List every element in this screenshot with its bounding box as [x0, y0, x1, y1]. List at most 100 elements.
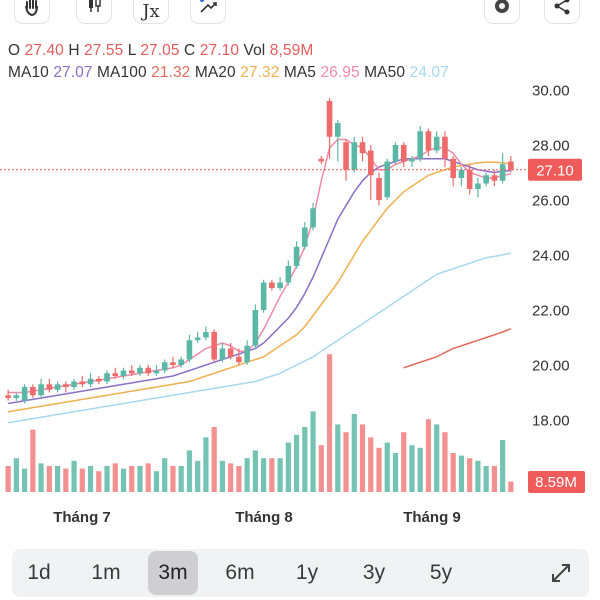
settings-icon-button[interactable]: [484, 0, 520, 24]
candle-body: [244, 345, 250, 363]
volume-bar: [145, 463, 151, 492]
candle-body: [112, 373, 119, 376]
period-1d-button[interactable]: 1d: [27, 561, 51, 584]
ma50-line: [7, 252, 512, 424]
y-tick-label: 26.00: [532, 193, 570, 210]
candle-body: [433, 136, 440, 151]
low-value: 27.05: [140, 42, 180, 59]
candle-body: [302, 227, 308, 247]
candle-body: [334, 123, 341, 137]
candle-body: [269, 282, 275, 288]
volume-bar: [244, 458, 250, 492]
volume-bar: [376, 447, 382, 492]
candle-body: [326, 101, 333, 137]
period-3y-button[interactable]: 3y: [362, 561, 386, 584]
candle-body: [219, 348, 226, 360]
volume-bar: [368, 437, 374, 492]
volume-bar: [285, 442, 291, 492]
close-label: C: [184, 42, 196, 59]
low-label: L: [127, 42, 136, 59]
volume-bar: [343, 432, 349, 492]
candle-body: [13, 395, 20, 398]
candle-body: [392, 145, 399, 162]
volume-bar: [54, 466, 61, 492]
function-icon-button[interactable]: Jx: [133, 0, 169, 24]
hand-icon-button[interactable]: [14, 0, 50, 24]
candle-body: [475, 183, 481, 189]
period-6m-button[interactable]: 6m: [225, 561, 255, 584]
ma20-label: MA20: [194, 64, 236, 81]
share-icon-button[interactable]: [544, 0, 580, 24]
ma100-line: [403, 328, 512, 369]
open-label: O: [8, 42, 21, 59]
volume-bar: [162, 458, 168, 492]
candlestick-icon-button[interactable]: [76, 0, 112, 24]
candle-body: [442, 136, 448, 159]
volume-bar: [302, 427, 308, 492]
last-price-label: 27.10: [536, 162, 574, 179]
ma100-value: 21.32: [151, 64, 191, 81]
period-selector: 1d 1m 3m 6m 1y 3y 5y: [12, 549, 589, 597]
candle-body: [367, 150, 374, 176]
period-3m-button[interactable]: 3m: [148, 551, 198, 595]
candle-body: [54, 384, 61, 390]
candle-body: [137, 367, 143, 374]
period-5y-button[interactable]: 5y: [429, 561, 453, 584]
volume-bar: [104, 466, 110, 492]
volume-bar: [384, 442, 390, 492]
ma20-line: [7, 161, 511, 413]
volume-bar: [203, 437, 209, 492]
volume-tag-label: 8.59M: [535, 474, 577, 491]
candle-body: [343, 142, 349, 170]
volume-bar: [409, 445, 415, 492]
volume-bar: [170, 466, 176, 492]
volume-bar: [219, 460, 226, 492]
candle-body: [409, 158, 415, 162]
candle-body: [384, 161, 391, 198]
chart-toolbar: Jx: [0, 0, 600, 32]
volume-bar: [5, 466, 11, 492]
ma-legend: MA10 27.07 MA100 21.32 MA20 27.32 MA5 26…: [8, 64, 449, 82]
ohlc-legend: O 27.40 H 27.55 L 27.05 C 27.10 Vol 8,59…: [8, 42, 313, 60]
candlestick-chart[interactable]: 27.10 30.00 28.00 26.00 24.00 22.00 20.00 18.00…: [0, 0, 600, 540]
candle-body: [46, 384, 53, 390]
volume-bar: [500, 440, 506, 492]
candle-body: [318, 158, 325, 162]
candle-body: [21, 387, 28, 401]
candle-body: [63, 384, 69, 387]
volume-bar: [236, 466, 242, 492]
volume-bar: [112, 463, 118, 492]
volume-bar: [211, 427, 217, 492]
volume-bar: [442, 432, 448, 492]
candle-body: [351, 142, 358, 170]
candle-body: [79, 381, 86, 385]
volume-bar: [137, 466, 143, 492]
volume-bar: [30, 429, 36, 492]
volume-bar: [87, 466, 94, 492]
x-axis-label: Tháng 9: [403, 509, 461, 526]
volume-bar: [326, 354, 333, 492]
candle-body: [260, 282, 267, 310]
volume-bar: [79, 468, 85, 492]
close-value: 27.10: [199, 42, 240, 59]
hand-icon: [25, 0, 38, 17]
volume-bar: [458, 455, 465, 492]
drawing-icon: [200, 0, 217, 13]
candle-body: [400, 145, 407, 162]
volume-bar: [63, 468, 69, 492]
period-1m-button[interactable]: 1m: [91, 561, 121, 584]
candle-body: [128, 370, 135, 374]
volume-value: 8,59M: [269, 42, 314, 59]
expand-icon[interactable]: [547, 559, 575, 587]
candle-body: [466, 169, 473, 189]
volume-bar: [417, 447, 423, 492]
candle-body: [161, 362, 168, 371]
x-axis-label: Tháng 7: [53, 509, 111, 526]
period-1y-button[interactable]: 1y: [295, 561, 319, 584]
ma10-value: 27.07: [53, 64, 93, 81]
volume-bar: [277, 458, 283, 492]
volume-bar: [22, 468, 28, 492]
drawing-icon-button[interactable]: [190, 0, 226, 24]
candle-body: [95, 378, 102, 382]
high-value: 27.55: [84, 42, 124, 59]
